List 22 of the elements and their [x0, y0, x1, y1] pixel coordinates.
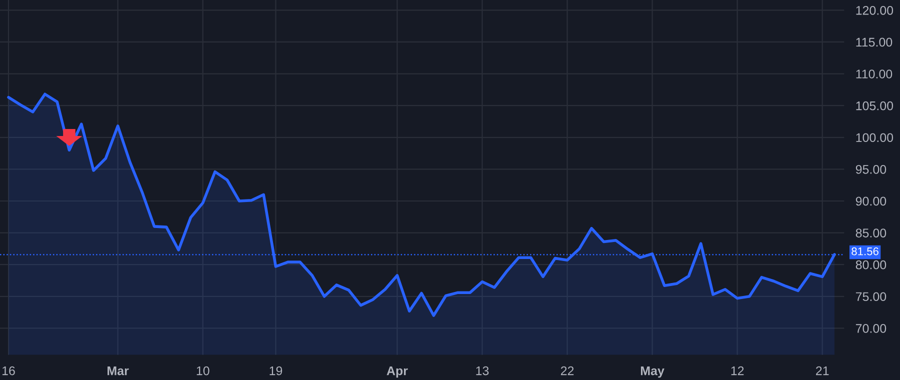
y-tick-label: 80.00 — [856, 260, 886, 270]
y-tick-label: 90.00 — [856, 196, 886, 206]
x-tick-label: 19 — [270, 366, 282, 376]
ref-line-label: 81.56 — [852, 247, 878, 256]
y-tick-label: 105.00 — [856, 101, 894, 110]
x-tick-label: 21 — [816, 366, 829, 376]
y-tick-label: 115.00 — [856, 38, 892, 47]
x-tick-label: 10 — [196, 366, 210, 376]
y-tick-label: 95.00 — [856, 164, 886, 174]
y-tick-label: 85.00 — [856, 228, 886, 238]
y-tick-label: 110.00 — [856, 70, 892, 78]
y-tick-label: 120.00 — [856, 6, 894, 15]
x-tick-label: 13 — [476, 366, 489, 376]
y-tick-label: 100.00 — [856, 133, 894, 142]
x-tick-label: Apr — [386, 366, 408, 378]
x-tick-label: 22 — [560, 366, 574, 376]
x-tick-label: 16 — [2, 366, 15, 376]
y-tick-label: 70.00 — [856, 324, 886, 333]
x-tick-label: Mar — [108, 366, 129, 376]
x-tick-label: May — [640, 366, 664, 378]
x-tick-label: 12 — [731, 366, 744, 376]
y-tick-label: 75.00 — [856, 292, 886, 302]
